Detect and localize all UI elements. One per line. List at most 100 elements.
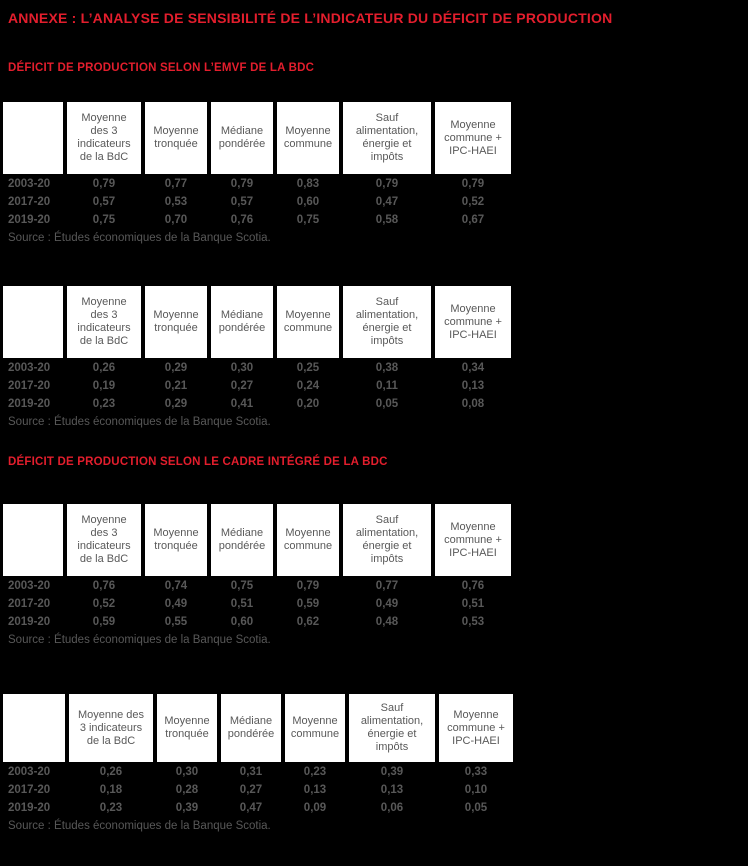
row-label-cell: 2019-20 xyxy=(8,398,51,410)
header-row: Moyenne des 3 indicateurs de la BdC Moye… xyxy=(3,504,511,576)
table-row: 2003-20 0,76 0,74 0,75 0,79 0,77 0,76 xyxy=(3,578,511,594)
header-row: Moyenne des 3 indicateurs de la BdC Moye… xyxy=(3,286,511,358)
value-cell: 0,79 xyxy=(230,178,254,190)
value-cell: 0,53 xyxy=(164,196,188,208)
column-header: Médiane pondérée xyxy=(211,102,273,174)
value-cell: 0,49 xyxy=(164,598,188,610)
section-heading-cadre-integre: DÉFICIT DE PRODUCTION SELON LE CADRE INT… xyxy=(8,456,388,468)
value-cell: 0,20 xyxy=(296,398,320,410)
value-cell: 0,25 xyxy=(296,362,320,374)
value-cell: 0,77 xyxy=(375,580,399,592)
value-cell: 0,51 xyxy=(230,598,254,610)
value-cell: 0,51 xyxy=(461,598,485,610)
row-label-cell: 2017-20 xyxy=(8,196,51,208)
column-header: Médiane pondérée xyxy=(211,286,273,358)
table-row: 2003-20 0,26 0,30 0,31 0,23 0,39 0,33 xyxy=(3,764,513,780)
column-header: Moyenne tronquée xyxy=(145,286,207,358)
value-cell: 0,26 xyxy=(92,362,116,374)
row-label-cell: 2019-20 xyxy=(8,616,51,628)
table-emvf-2: Moyenne des 3 indicateurs de la BdC Moye… xyxy=(0,284,515,414)
column-header: Moyenne commune + IPC-HAEI xyxy=(435,102,511,174)
table-row: 2019-20 0,23 0,29 0,41 0,20 0,05 0,08 xyxy=(3,396,511,412)
value-cell: 0,30 xyxy=(230,362,254,374)
value-cell: 0,58 xyxy=(375,214,399,226)
column-header-empty xyxy=(3,102,63,174)
column-header: Sauf alimentation, énergie et impôts xyxy=(349,694,435,762)
row-label-cell: 2017-20 xyxy=(8,380,51,392)
page-title: ANNEXE : L’ANALYSE DE SENSIBILITÉ DE L’I… xyxy=(8,10,613,26)
header-row: Moyenne des 3 indicateurs de la BdC Moye… xyxy=(3,694,513,762)
column-header: Moyenne tronquée xyxy=(157,694,217,762)
source-note: Source : Études économiques de la Banque… xyxy=(8,634,271,646)
value-cell: 0,11 xyxy=(376,380,398,392)
value-cell: 0,19 xyxy=(92,380,116,392)
value-cell: 0,29 xyxy=(164,398,188,410)
table-row: 2017-20 0,18 0,28 0,27 0,13 0,13 0,10 xyxy=(3,782,513,798)
value-cell: 0,31 xyxy=(239,766,263,778)
row-label-cell: 2019-20 xyxy=(8,214,51,226)
value-cell: 0,79 xyxy=(461,178,485,190)
value-cell: 0,59 xyxy=(296,598,320,610)
value-cell: 0,60 xyxy=(296,196,320,208)
column-header: Moyenne des 3 indicateurs de la BdC xyxy=(67,102,141,174)
value-cell: 0,06 xyxy=(380,802,404,814)
column-header: Moyenne des 3 indicateurs de la BdC xyxy=(69,694,153,762)
value-cell: 0,05 xyxy=(464,802,488,814)
value-cell: 0,60 xyxy=(230,616,254,628)
source-note: Source : Études économiques de la Banque… xyxy=(8,416,271,428)
value-cell: 0,27 xyxy=(239,784,263,796)
value-cell: 0,29 xyxy=(164,362,188,374)
value-cell: 0,13 xyxy=(461,380,485,392)
value-cell: 0,79 xyxy=(92,178,116,190)
value-cell: 0,83 xyxy=(296,178,320,190)
source-note: Source : Études économiques de la Banque… xyxy=(8,232,271,244)
value-cell: 0,67 xyxy=(461,214,485,226)
value-cell: 0,38 xyxy=(375,362,399,374)
row-label-cell: 2019-20 xyxy=(8,802,51,814)
value-cell: 0,77 xyxy=(164,178,188,190)
value-cell: 0,13 xyxy=(380,784,404,796)
value-cell: 0,10 xyxy=(464,784,488,796)
value-cell: 0,26 xyxy=(99,766,123,778)
column-header: Moyenne commune xyxy=(285,694,345,762)
table-row: 2019-20 0,75 0,70 0,76 0,75 0,58 0,67 xyxy=(3,212,511,228)
table-row: 2003-20 0,79 0,77 0,79 0,83 0,79 0,79 xyxy=(3,176,511,192)
table-row: 2003-20 0,26 0,29 0,30 0,25 0,38 0,34 xyxy=(3,360,511,376)
column-header: Moyenne des 3 indicateurs de la BdC xyxy=(67,504,141,576)
column-header: Sauf alimentation, énergie et impôts xyxy=(343,286,431,358)
table-row: 2017-20 0,57 0,53 0,57 0,60 0,47 0,52 xyxy=(3,194,511,210)
value-cell: 0,75 xyxy=(296,214,320,226)
value-cell: 0,52 xyxy=(92,598,116,610)
value-cell: 0,08 xyxy=(461,398,485,410)
row-label-cell: 2003-20 xyxy=(8,178,51,190)
value-cell: 0,74 xyxy=(164,580,188,592)
value-cell: 0,75 xyxy=(230,580,254,592)
value-cell: 0,75 xyxy=(92,214,116,226)
row-label-cell: 2017-20 xyxy=(8,784,51,796)
table-emvf-1: Moyenne des 3 indicateurs de la BdC Moye… xyxy=(0,100,515,230)
column-header: Médiane pondérée xyxy=(211,504,273,576)
section-heading-emvf: DÉFICIT DE PRODUCTION SELON L’EMVF DE LA… xyxy=(8,62,315,74)
column-header-empty xyxy=(3,504,63,576)
table-row: 2019-20 0,23 0,39 0,47 0,09 0,06 0,05 xyxy=(3,800,513,816)
value-cell: 0,76 xyxy=(92,580,116,592)
value-cell: 0,05 xyxy=(375,398,399,410)
value-cell: 0,52 xyxy=(461,196,485,208)
column-header: Médiane pondérée xyxy=(221,694,281,762)
source-note: Source : Études économiques de la Banque… xyxy=(8,820,271,832)
value-cell: 0,47 xyxy=(239,802,263,814)
column-header: Moyenne commune + IPC-HAEI xyxy=(435,286,511,358)
column-header: Sauf alimentation, énergie et impôts xyxy=(343,102,431,174)
column-header: Moyenne commune + IPC-HAEI xyxy=(435,504,511,576)
value-cell: 0,47 xyxy=(375,196,399,208)
value-cell: 0,79 xyxy=(375,178,399,190)
value-cell: 0,18 xyxy=(99,784,123,796)
table-row: 2019-20 0,59 0,55 0,60 0,62 0,48 0,53 xyxy=(3,614,511,630)
value-cell: 0,62 xyxy=(296,616,320,628)
column-header-empty xyxy=(3,694,65,762)
column-header-empty xyxy=(3,286,63,358)
value-cell: 0,49 xyxy=(375,598,399,610)
value-cell: 0,59 xyxy=(92,616,116,628)
value-cell: 0,34 xyxy=(461,362,485,374)
value-cell: 0,70 xyxy=(164,214,188,226)
